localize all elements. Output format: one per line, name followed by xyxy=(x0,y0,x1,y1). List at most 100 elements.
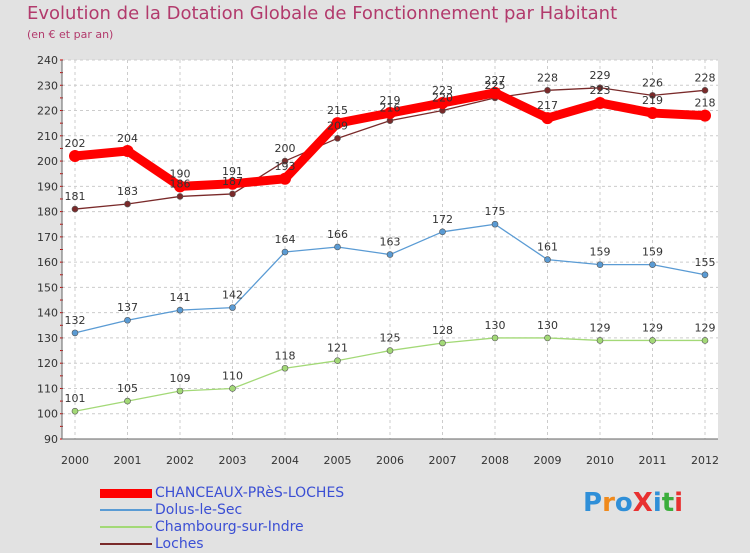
data-point-loches xyxy=(229,190,236,198)
data-point-dolus xyxy=(544,256,551,263)
y-tick-label: 140 xyxy=(37,307,58,320)
data-point-chambourg xyxy=(439,339,446,347)
data-point-chanceaux xyxy=(646,107,659,120)
data-label-dolus: 137 xyxy=(117,301,138,314)
data-point-dolus xyxy=(649,261,656,268)
x-tick-label: 2003 xyxy=(219,454,247,467)
data-point-loches xyxy=(281,157,289,165)
data-point-loches xyxy=(544,87,551,94)
data-label-chambourg: 109 xyxy=(170,372,191,385)
data-label-chanceaux: 204 xyxy=(117,132,138,145)
data-point-dolus xyxy=(281,248,289,256)
data-label-loches: 186 xyxy=(170,177,191,190)
data-point-chambourg xyxy=(649,337,656,344)
x-tick-label: 2002 xyxy=(166,454,194,467)
data-label-chambourg: 101 xyxy=(65,392,86,405)
data-label-loches: 183 xyxy=(117,185,138,198)
x-tick-label: 2007 xyxy=(429,454,457,467)
data-point-loches xyxy=(176,193,184,200)
data-point-loches xyxy=(71,205,79,213)
data-point-chanceaux xyxy=(541,112,554,125)
legend-label-loches: Loches xyxy=(155,536,204,552)
data-label-chambourg: 130 xyxy=(485,319,506,332)
data-point-chambourg xyxy=(544,334,551,342)
y-tick-label: 180 xyxy=(37,206,58,219)
proxiti-logo: ProXiti xyxy=(583,488,683,518)
data-label-chanceaux: 202 xyxy=(65,137,86,150)
y-tick-label: 240 xyxy=(37,54,58,67)
data-label-chanceaux: 217 xyxy=(537,99,558,112)
x-tick-label: 2008 xyxy=(481,454,509,467)
data-point-chanceaux xyxy=(594,96,606,109)
x-tick-label: 2011 xyxy=(639,454,667,467)
y-tick-label: 150 xyxy=(37,281,58,294)
data-label-chambourg: 110 xyxy=(222,369,243,382)
data-label-loches: 220 xyxy=(432,92,453,105)
y-tick-label: 220 xyxy=(37,105,58,118)
data-label-dolus: 159 xyxy=(590,246,611,259)
x-tick-label: 2006 xyxy=(376,454,404,467)
legend-label-chambourg: Chambourg-sur-Indre xyxy=(155,519,304,535)
logo-letter: i xyxy=(652,488,662,518)
data-point-dolus xyxy=(176,306,184,314)
chart-subtitle: (en € et par an) xyxy=(27,28,114,41)
data-label-loches: 200 xyxy=(275,142,296,155)
logo-letter: P xyxy=(583,488,603,518)
data-label-chanceaux: 193 xyxy=(275,160,296,173)
data-point-chambourg xyxy=(71,407,79,415)
data-point-dolus xyxy=(439,228,446,236)
data-point-dolus xyxy=(124,316,131,324)
y-tick-label: 230 xyxy=(37,79,58,92)
data-point-loches xyxy=(124,200,131,208)
x-tick-label: 2009 xyxy=(534,454,562,467)
data-label-loches: 228 xyxy=(695,71,716,84)
data-point-chanceaux xyxy=(69,150,81,163)
data-point-chambourg xyxy=(229,385,236,392)
data-point-dolus xyxy=(701,271,709,279)
logo-letter: i xyxy=(674,488,684,518)
x-tick-label: 2012 xyxy=(691,454,719,467)
data-label-chanceaux: 218 xyxy=(695,97,716,110)
data-label-chanceaux: 223 xyxy=(590,84,611,97)
data-label-loches: 229 xyxy=(590,69,611,82)
data-label-chambourg: 121 xyxy=(327,342,348,355)
data-point-chanceaux xyxy=(384,107,396,120)
data-label-loches: 216 xyxy=(380,102,401,115)
y-tick-label: 190 xyxy=(37,180,58,193)
legend-swatch-dolus xyxy=(100,509,152,511)
data-point-chanceaux xyxy=(121,144,134,157)
data-label-chanceaux: 227 xyxy=(485,74,506,87)
y-tick-label: 210 xyxy=(37,130,58,143)
data-label-chanceaux: 215 xyxy=(327,104,348,117)
data-label-chanceaux: 219 xyxy=(642,94,663,107)
data-label-loches: 228 xyxy=(537,71,558,84)
data-label-chambourg: 125 xyxy=(380,332,401,345)
data-point-chambourg xyxy=(281,364,289,372)
data-point-chanceaux xyxy=(279,172,291,185)
logo-letter: r xyxy=(602,488,615,518)
legend-swatch-loches xyxy=(100,543,152,545)
x-tick-label: 2001 xyxy=(114,454,142,467)
y-tick-label: 120 xyxy=(37,357,58,370)
data-label-dolus: 172 xyxy=(432,213,453,226)
data-point-chambourg xyxy=(701,337,709,344)
data-point-chambourg xyxy=(176,387,184,395)
data-point-loches xyxy=(649,92,656,99)
data-point-chanceaux xyxy=(226,177,239,190)
data-label-chambourg: 105 xyxy=(117,382,138,395)
data-label-dolus: 164 xyxy=(275,233,296,246)
data-point-loches xyxy=(334,135,341,142)
data-label-chanceaux: 191 xyxy=(222,165,243,178)
data-label-chambourg: 129 xyxy=(590,321,611,334)
data-point-chambourg xyxy=(124,397,131,405)
data-label-loches: 209 xyxy=(327,119,348,132)
data-point-dolus xyxy=(71,329,79,337)
data-point-chanceaux xyxy=(331,117,344,130)
data-label-loches: 226 xyxy=(642,76,663,89)
data-label-chambourg: 118 xyxy=(275,349,296,362)
data-point-chanceaux xyxy=(436,96,449,109)
data-label-loches: 187 xyxy=(222,175,243,188)
data-label-chambourg: 129 xyxy=(695,321,716,334)
data-point-chanceaux xyxy=(699,109,711,122)
